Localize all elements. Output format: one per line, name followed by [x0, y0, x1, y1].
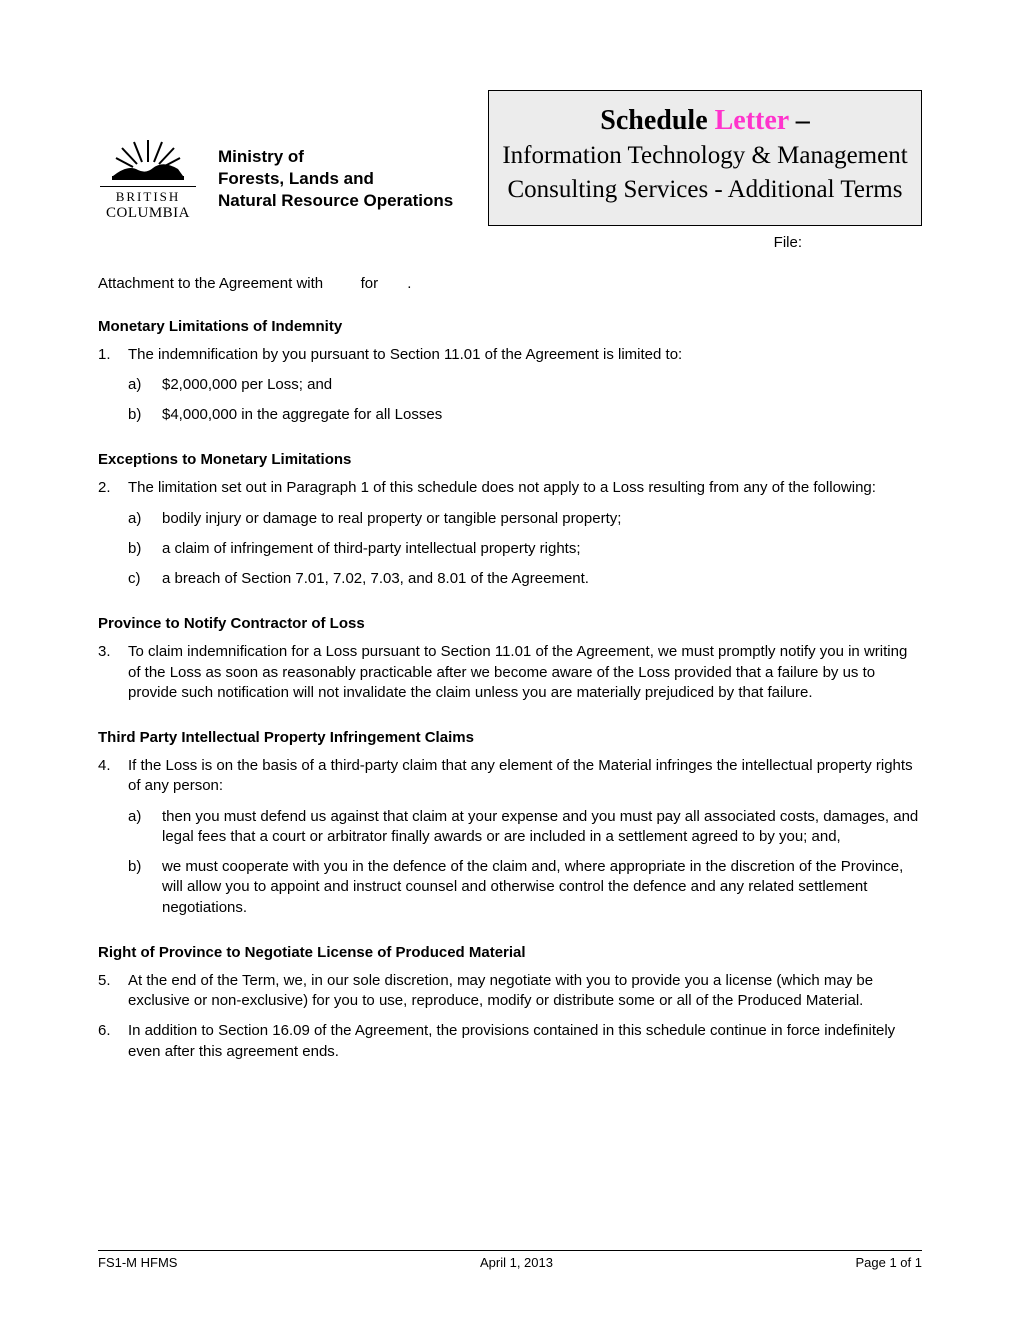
- item-2b: b) a claim of infringement of third-part…: [128, 539, 922, 559]
- ministry-line-1: Ministry of: [218, 146, 468, 168]
- item-3-text: To claim indemnification for a Loss purs…: [128, 642, 922, 703]
- logo-text-columbia: COLUMBIA: [98, 205, 198, 222]
- heading-exceptions: Exceptions to Monetary Limitations: [98, 451, 922, 468]
- ministry-line-3: Natural Resource Operations: [218, 190, 468, 212]
- item-1-text: The indemnification by you pursuant to S…: [128, 345, 922, 365]
- item-1b-label: b): [128, 405, 162, 425]
- item-3-number: 3.: [98, 642, 128, 703]
- footer-center: April 1, 2013: [480, 1255, 553, 1270]
- item-2-number: 2.: [98, 478, 128, 498]
- footer-left: FS1-M HFMS: [98, 1255, 177, 1270]
- ministry-line-2: Forests, Lands and: [218, 168, 468, 190]
- item-6-number: 6.: [98, 1021, 128, 1062]
- item-4b-text: we must cooperate with you in the defenc…: [162, 857, 922, 918]
- item-2b-label: b): [128, 539, 162, 559]
- item-4b-label: b): [128, 857, 162, 918]
- item-4-number: 4.: [98, 756, 128, 797]
- item-4a: a) then you must defend us against that …: [128, 807, 922, 848]
- footer-right: Page 1 of 1: [855, 1255, 922, 1270]
- item-1a-text: $2,000,000 per Loss; and: [162, 375, 922, 395]
- heading-right-negotiate: Right of Province to Negotiate License o…: [98, 944, 922, 961]
- item-4b: b) we must cooperate with you in the def…: [128, 857, 922, 918]
- ministry-name: Ministry of Forests, Lands and Natural R…: [218, 90, 468, 212]
- item-6-text: In addition to Section 16.09 of the Agre…: [128, 1021, 922, 1062]
- title-dash: –: [789, 105, 810, 136]
- page-footer: FS1-M HFMS April 1, 2013 Page 1 of 1: [98, 1250, 922, 1270]
- file-label: File:: [98, 234, 922, 251]
- item-1b-text: $4,000,000 in the aggregate for all Loss…: [162, 405, 922, 425]
- item-1-number: 1.: [98, 345, 128, 365]
- item-2b-text: a claim of infringement of third-party i…: [162, 539, 922, 559]
- footer-rule: [98, 1250, 922, 1251]
- item-3: 3. To claim indemnification for a Loss p…: [98, 642, 922, 703]
- heading-third-party-ip: Third Party Intellectual Property Infrin…: [98, 729, 922, 746]
- item-5: 5. At the end of the Term, we, in our so…: [98, 971, 922, 1012]
- heading-monetary-limitations: Monetary Limitations of Indemnity: [98, 318, 922, 335]
- attachment-line: Attachment to the Agreement with for .: [98, 275, 922, 292]
- item-1: 1. The indemnification by you pursuant t…: [98, 345, 922, 365]
- item-2c-label: c): [128, 569, 162, 589]
- schedule-subtitle: Information Technology & Management Cons…: [499, 139, 911, 207]
- item-4-text: If the Loss is on the basis of a third-p…: [128, 756, 922, 797]
- heading-province-notify: Province to Notify Contractor of Loss: [98, 615, 922, 632]
- item-4a-text: then you must defend us against that cla…: [162, 807, 922, 848]
- footer-row: FS1-M HFMS April 1, 2013 Page 1 of 1: [98, 1255, 922, 1270]
- item-1b: b) $4,000,000 in the aggregate for all L…: [128, 405, 922, 425]
- item-6: 6. In addition to Section 16.09 of the A…: [98, 1021, 922, 1062]
- item-2-text: The limitation set out in Paragraph 1 of…: [128, 478, 922, 498]
- bc-logo-emblem: [108, 134, 188, 184]
- bc-logo: BRITISH COLUMBIA: [98, 90, 198, 222]
- item-5-text: At the end of the Term, we, in our sole …: [128, 971, 922, 1012]
- item-2c-text: a breach of Section 7.01, 7.02, 7.03, an…: [162, 569, 922, 589]
- item-2a-label: a): [128, 509, 162, 529]
- letter-word: Letter: [715, 105, 789, 136]
- logo-text-british: BRITISH: [100, 186, 196, 205]
- document-header: BRITISH COLUMBIA Ministry of Forests, La…: [98, 90, 922, 226]
- item-2: 2. The limitation set out in Paragraph 1…: [98, 478, 922, 498]
- item-2c: c) a breach of Section 7.01, 7.02, 7.03,…: [128, 569, 922, 589]
- schedule-title-box: Schedule Letter – Information Technology…: [488, 90, 922, 226]
- item-2a: a) bodily injury or damage to real prope…: [128, 509, 922, 529]
- schedule-title-line-1: Schedule Letter –: [499, 105, 911, 137]
- schedule-word: Schedule: [600, 105, 707, 136]
- item-4a-label: a): [128, 807, 162, 848]
- item-5-number: 5.: [98, 971, 128, 1012]
- item-1a-label: a): [128, 375, 162, 395]
- item-4: 4. If the Loss is on the basis of a thir…: [98, 756, 922, 797]
- item-1a: a) $2,000,000 per Loss; and: [128, 375, 922, 395]
- item-2a-text: bodily injury or damage to real property…: [162, 509, 922, 529]
